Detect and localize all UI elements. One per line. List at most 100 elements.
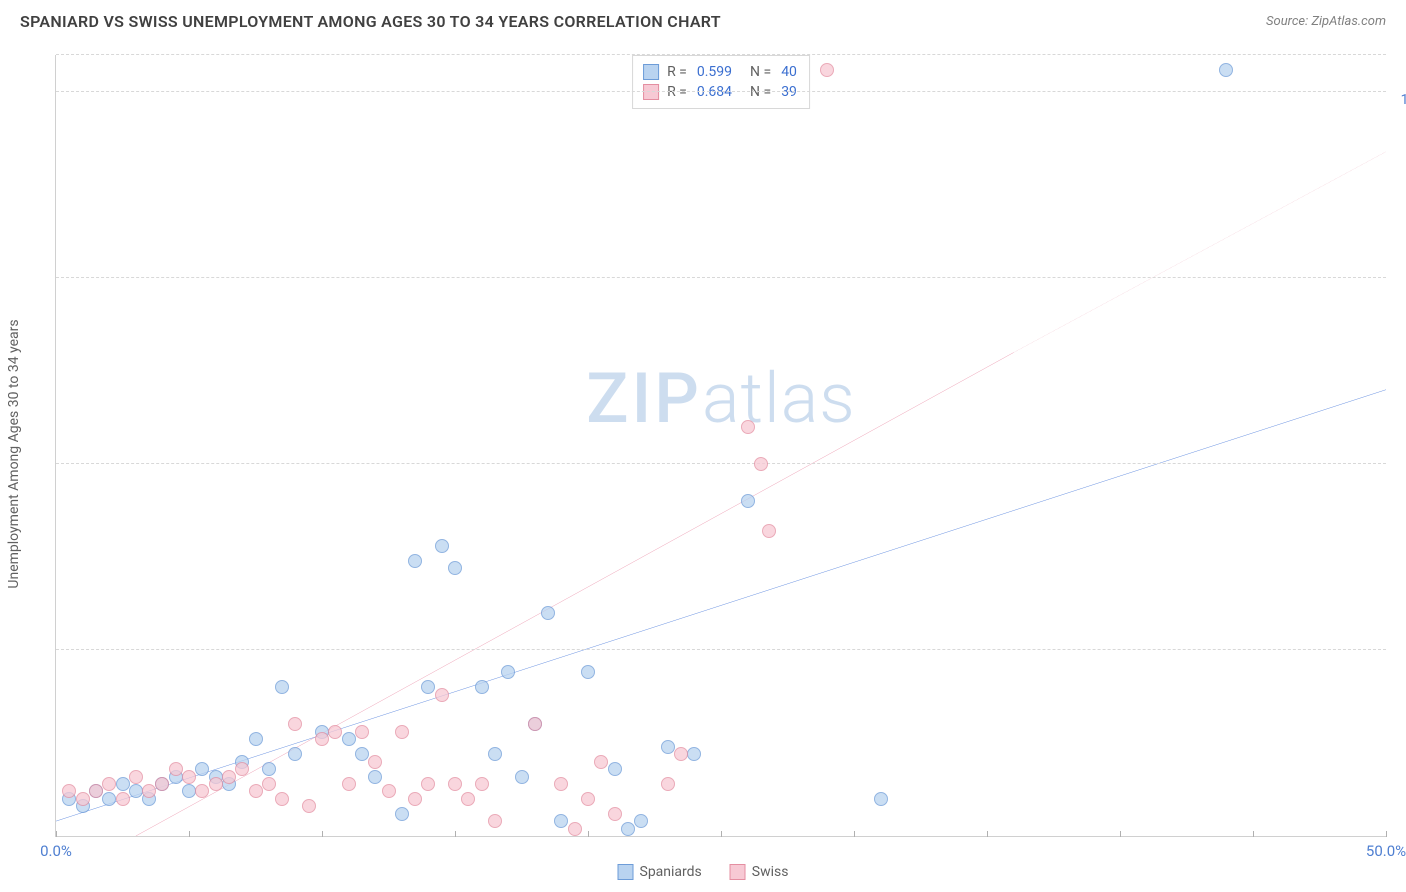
data-point bbox=[262, 777, 276, 791]
x-tick bbox=[588, 831, 589, 837]
data-point bbox=[568, 822, 582, 836]
data-point bbox=[435, 539, 449, 553]
data-point bbox=[355, 725, 369, 739]
data-point bbox=[488, 747, 502, 761]
x-tick bbox=[721, 831, 722, 837]
data-point bbox=[448, 777, 462, 791]
data-point bbox=[621, 822, 635, 836]
data-point bbox=[275, 680, 289, 694]
data-point bbox=[382, 784, 396, 798]
x-tick-label: 50.0% bbox=[1366, 842, 1406, 860]
data-point bbox=[581, 792, 595, 806]
data-point bbox=[62, 784, 76, 798]
data-point bbox=[687, 747, 701, 761]
data-point bbox=[76, 792, 90, 806]
data-point bbox=[235, 762, 249, 776]
stat-n-label: N = bbox=[750, 64, 771, 80]
data-point bbox=[222, 770, 236, 784]
chart-title: SPANIARD VS SWISS UNEMPLOYMENT AMONG AGE… bbox=[20, 12, 721, 31]
data-point bbox=[408, 554, 422, 568]
data-point bbox=[355, 747, 369, 761]
gridline bbox=[56, 91, 1386, 92]
data-point bbox=[1219, 63, 1233, 77]
data-point bbox=[155, 777, 169, 791]
chart-header: SPANIARD VS SWISS UNEMPLOYMENT AMONG AGE… bbox=[0, 0, 1406, 39]
data-point bbox=[541, 606, 555, 620]
trend-lines bbox=[56, 55, 1386, 836]
data-point bbox=[89, 784, 103, 798]
data-point bbox=[448, 561, 462, 575]
gridline bbox=[56, 54, 1386, 55]
legend-swatch bbox=[643, 64, 659, 80]
data-point bbox=[741, 494, 755, 508]
x-tick bbox=[56, 831, 57, 837]
data-point bbox=[368, 755, 382, 769]
y-axis-label: Unemployment Among Ages 30 to 34 years bbox=[6, 319, 22, 588]
data-point bbox=[116, 777, 130, 791]
data-point bbox=[488, 814, 502, 828]
legend-swatch bbox=[730, 864, 746, 880]
data-point bbox=[275, 792, 289, 806]
gridline bbox=[56, 463, 1386, 464]
data-point bbox=[674, 747, 688, 761]
data-point bbox=[209, 777, 223, 791]
chart-plot-area: ZIPatlas R =0.599N =40R =0.684N =39 25.0… bbox=[55, 55, 1386, 837]
x-tick bbox=[189, 831, 190, 837]
data-point bbox=[608, 762, 622, 776]
data-point bbox=[195, 784, 209, 798]
data-point bbox=[820, 63, 834, 77]
data-point bbox=[342, 777, 356, 791]
data-point bbox=[169, 762, 183, 776]
x-tick bbox=[987, 831, 988, 837]
series-legend: Spaniards Swiss bbox=[618, 864, 789, 880]
data-point bbox=[288, 717, 302, 731]
data-point bbox=[182, 784, 196, 798]
data-point bbox=[461, 792, 475, 806]
x-tick bbox=[455, 831, 456, 837]
x-tick bbox=[322, 831, 323, 837]
stats-row: R =0.599N =40 bbox=[643, 62, 799, 82]
x-tick-label: 0.0% bbox=[40, 842, 72, 860]
data-point bbox=[328, 725, 342, 739]
y-tick-label: 100.0% bbox=[1401, 92, 1406, 108]
data-point bbox=[315, 732, 329, 746]
legend-label: Swiss bbox=[752, 864, 789, 880]
data-point bbox=[634, 814, 648, 828]
data-point bbox=[288, 747, 302, 761]
data-point bbox=[754, 457, 768, 471]
legend-item: Swiss bbox=[730, 864, 789, 880]
data-point bbox=[501, 665, 515, 679]
data-point bbox=[554, 777, 568, 791]
data-point bbox=[421, 777, 435, 791]
data-point bbox=[195, 762, 209, 776]
source-attribution: Source: ZipAtlas.com bbox=[1266, 14, 1386, 29]
data-point bbox=[661, 740, 675, 754]
stat-r-label: R = bbox=[667, 64, 687, 80]
data-point bbox=[475, 777, 489, 791]
data-point bbox=[741, 420, 755, 434]
watermark: ZIPatlas bbox=[586, 358, 856, 440]
x-tick bbox=[1253, 831, 1254, 837]
x-tick bbox=[1386, 831, 1387, 837]
data-point bbox=[554, 814, 568, 828]
data-point bbox=[116, 792, 130, 806]
data-point bbox=[408, 792, 422, 806]
legend-label: Spaniards bbox=[640, 864, 702, 880]
data-point bbox=[528, 717, 542, 731]
plot-surface: ZIPatlas R =0.599N =40R =0.684N =39 25.0… bbox=[55, 55, 1386, 837]
data-point bbox=[395, 725, 409, 739]
correlation-stats-box: R =0.599N =40R =0.684N =39 bbox=[632, 55, 810, 109]
data-point bbox=[608, 807, 622, 821]
data-point bbox=[368, 770, 382, 784]
data-point bbox=[129, 770, 143, 784]
x-tick bbox=[1120, 831, 1121, 837]
data-point bbox=[395, 807, 409, 821]
data-point bbox=[421, 680, 435, 694]
data-point bbox=[515, 770, 529, 784]
data-point bbox=[182, 770, 196, 784]
data-point bbox=[475, 680, 489, 694]
data-point bbox=[102, 777, 116, 791]
stat-r-value: 0.599 bbox=[695, 64, 734, 80]
data-point bbox=[142, 784, 156, 798]
data-point bbox=[581, 665, 595, 679]
